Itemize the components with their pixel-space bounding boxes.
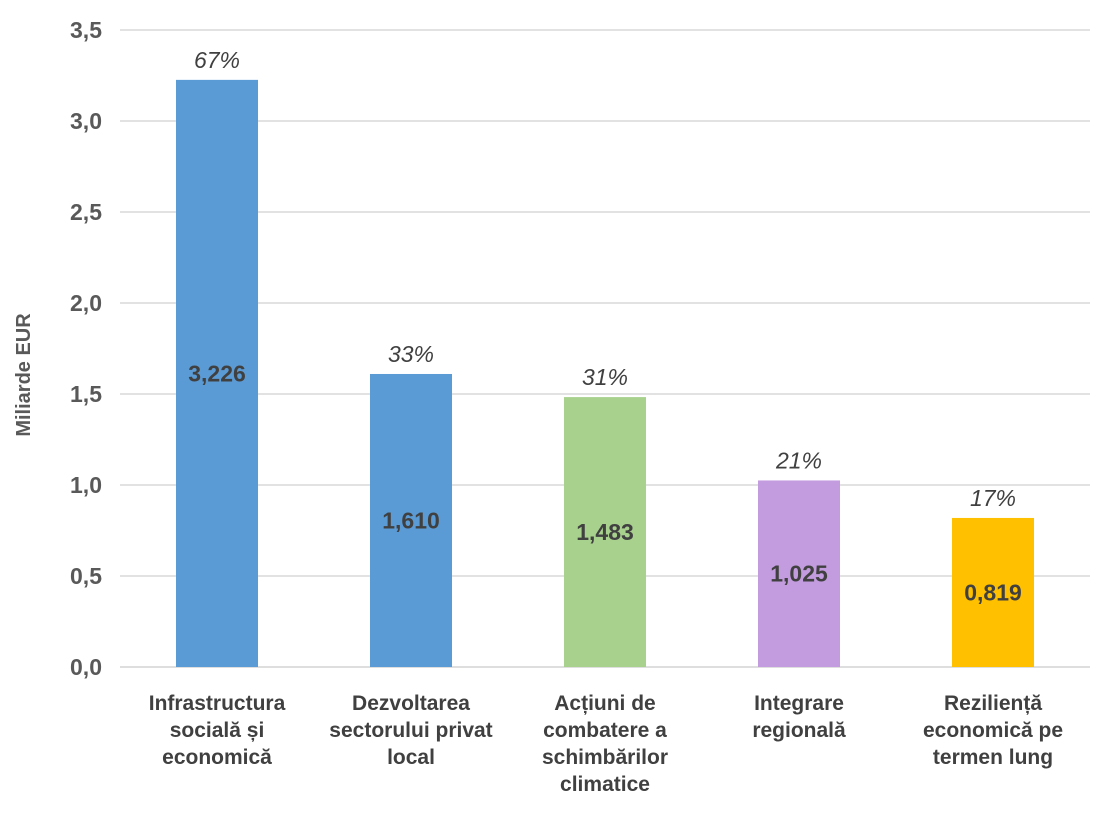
y-tick-label: 0,0 [70, 654, 102, 680]
y-axis-label: Miliarde EUR [13, 313, 35, 437]
x-category-label: Reziliență economică pe termen lung [923, 692, 1063, 769]
bar-value-label: 0,819 [964, 579, 1022, 605]
bars: 3,226 67% 1,610 33% 1,483 31% 1,025 21% 0,819 17% [176, 47, 1034, 668]
y-axis-ticks: 0,0 0,5 1,0 1,5 2,0 2,5 3,0 3,5 [70, 17, 102, 680]
y-tick-label: 1,0 [70, 472, 102, 498]
bar [176, 79, 258, 668]
bar-percent-label: 21% [775, 447, 822, 473]
bar-percent-label: 31% [582, 364, 628, 390]
x-axis-categories: Infrastructura socială și economică Dezvolt… [149, 692, 1063, 796]
y-tick-label: 3,0 [70, 108, 102, 134]
y-tick-label: 2,0 [70, 290, 102, 316]
y-tick-label: 0,5 [70, 563, 102, 589]
y-tick-label: 3,5 [70, 17, 102, 43]
x-category-label: Dezvoltarea sectorului privat local [329, 692, 492, 769]
bar-percent-label: 67% [194, 47, 240, 73]
bar-value-label: 1,483 [576, 519, 634, 545]
bar [370, 373, 452, 667]
x-category-label: Acțiuni de combatere a schimbărilor climati… [542, 692, 668, 796]
bar-value-label: 1,610 [382, 507, 440, 533]
bar-value-label: 1,025 [770, 561, 828, 587]
x-category-label: Infrastructura socială și economică [149, 692, 286, 769]
y-tick-label: 1,5 [70, 381, 102, 407]
y-tick-label: 2,5 [70, 199, 102, 225]
bar-value-label: 3,226 [188, 360, 246, 386]
bar [758, 480, 840, 667]
bar [564, 397, 646, 667]
bar [952, 517, 1034, 667]
x-category-label: Integrare regională [752, 692, 846, 742]
bar-percent-label: 17% [970, 485, 1016, 511]
bar-percent-label: 33% [388, 341, 434, 367]
